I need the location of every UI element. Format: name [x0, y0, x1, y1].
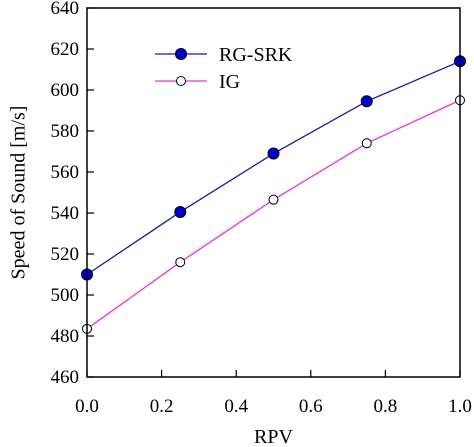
legend-label: IG [219, 71, 240, 93]
y-axis-ticks: 460 480 500 520 540 560 580 600 620 640 [51, 0, 94, 388]
y-tick-label: 580 [51, 121, 80, 142]
legend-marker [175, 48, 187, 60]
series-ig [82, 95, 465, 334]
x-axis-title: RPV [254, 426, 293, 447]
series-line [86, 60, 461, 276]
data-point [268, 194, 279, 205]
y-tick-label: 500 [51, 285, 80, 306]
y-tick-label: 600 [51, 80, 80, 101]
legend: RG-SRK IG [155, 44, 293, 93]
x-tick-label: 0.8 [374, 396, 398, 417]
y-tick-label: 460 [51, 367, 80, 388]
legend-entry: IG [155, 71, 240, 93]
y-tick-label: 640 [51, 0, 80, 19]
x-tick-label: 1.0 [448, 396, 472, 417]
x-tick-label: 0.4 [224, 396, 248, 417]
series-rg-srk [81, 55, 466, 281]
series-layer [81, 55, 466, 334]
data-point [267, 147, 280, 160]
y-axis-title: Speed of Sound [m/s] [8, 106, 30, 280]
x-tick-label: 0.6 [299, 396, 323, 417]
data-point [361, 138, 372, 149]
legend-marker [176, 76, 186, 86]
x-tick-label: 0.2 [150, 396, 174, 417]
y-tick-label: 560 [51, 162, 80, 183]
data-point [360, 95, 373, 108]
plot-frame [86, 7, 461, 378]
legend-entry: RG-SRK [155, 44, 293, 66]
y-tick-label: 620 [51, 39, 80, 60]
x-axis-ticks: 0.0 0.2 0.4 0.6 0.8 1.0 [75, 370, 472, 417]
legend-label: RG-SRK [219, 44, 293, 66]
y-tick-label: 540 [51, 203, 80, 224]
y-tick-label: 480 [51, 326, 80, 347]
x-tick-label: 0.0 [75, 396, 99, 417]
data-point [174, 205, 187, 218]
series-line [86, 99, 461, 330]
data-point [175, 257, 186, 268]
y-tick-label: 520 [51, 244, 80, 265]
